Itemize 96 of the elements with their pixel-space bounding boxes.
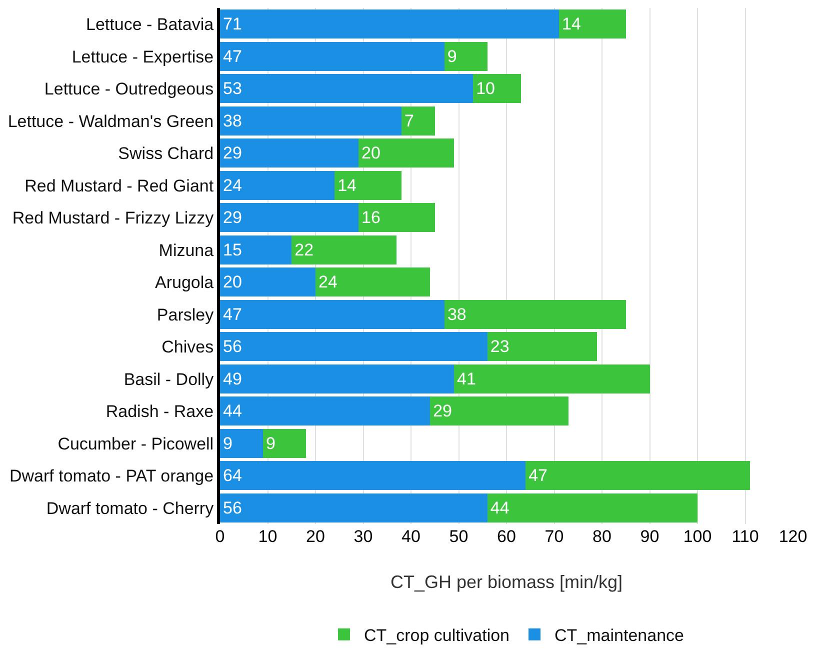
bar [316,268,430,297]
data-label: 29 [223,208,242,228]
data-label: 56 [223,498,242,518]
y-tick-label: Chives [162,338,214,357]
bar [220,138,358,168]
bar [444,300,626,329]
y-tick-label: Parsley [156,305,214,324]
data-label: 44 [490,498,510,518]
data-label: 44 [223,402,242,421]
bar [358,138,454,168]
bar [526,461,750,490]
data-label: 47 [223,46,242,66]
y-tick-label: Dwarf tomato - Cherry [46,498,214,518]
data-label: 20 [361,144,380,163]
bar [401,106,435,136]
y-tick-label: Cucumber - Picowell [58,434,214,454]
data-label: 22 [294,240,314,260]
y-tick-label: Lettuce - Batavia [86,15,214,34]
bar [487,493,698,522]
bar [220,428,263,458]
data-label: 29 [223,144,242,163]
y-tick-label: Arugola [154,273,214,292]
y-tick-label: Swiss Chard [118,144,214,164]
y-tick-label: Radish - Raxe [106,402,214,422]
bar [292,235,397,264]
y-tick-label: Basil - Dolly [124,370,214,389]
data-label: 9 [447,46,457,66]
bar [334,170,402,200]
x-tick-label: 0 [215,527,225,546]
bar [473,74,521,104]
y-tick-label: Red Mustard - Frizzy Lizzy [12,208,214,228]
y-tick-label: Dwarf tomato - PAT orange [10,466,214,486]
data-label: 47 [528,466,548,486]
x-tick-label: 70 [544,527,564,546]
bar [220,396,430,426]
data-label: 47 [223,304,242,324]
data-label: 10 [476,79,495,98]
data-label: 41 [456,369,476,388]
data-label: 64 [223,466,242,486]
bar [262,428,306,458]
data-label: 49 [223,369,242,388]
data-label: 9 [223,434,232,453]
x-tick-label: 100 [683,527,712,546]
data-label: 14 [338,176,357,195]
x-tick-label: 20 [306,527,325,546]
data-label: 56 [223,337,242,356]
x-tick-label: 120 [778,527,808,546]
data-label: 9 [266,434,276,453]
data-label: 23 [490,337,510,356]
x-tick-label: 30 [354,527,373,546]
bar [430,396,569,426]
data-label: 38 [447,304,466,324]
bar [220,493,488,522]
x-axis-title: CT_GH per biomass [min/kg] [390,572,623,592]
legend-label: CT_maintenance [554,626,684,646]
data-label: 7 [404,111,414,130]
data-label: 24 [318,272,338,292]
y-tick-label: Mizuna [158,240,214,260]
y-tick-label: Red Mustard - Red Giant [24,176,214,196]
bar [220,364,454,394]
data-label: 15 [223,240,242,260]
bar [220,461,526,490]
bar [454,364,650,394]
x-tick-label: 110 [732,527,759,546]
bar [487,332,598,362]
data-label: 16 [361,208,380,228]
bar [444,42,488,71]
bar [220,235,292,264]
legend-label: CT_crop cultivation [364,626,510,646]
bar [559,10,626,39]
x-tick-label: 10 [258,527,278,546]
data-label: 24 [223,176,242,195]
data-label: 20 [223,272,242,292]
bar [220,170,335,200]
data-label: 14 [562,14,581,34]
x-tick-label: 90 [640,527,660,546]
data-label: 53 [223,79,242,98]
data-label: 38 [223,111,242,130]
y-tick-label: Lettuce - Expertise [72,47,214,66]
bar [220,106,402,136]
x-tick-label: 60 [497,527,516,546]
x-tick-label: 50 [449,527,468,546]
x-tick-label: 40 [402,527,420,546]
bar [220,42,444,71]
bar [220,332,488,362]
data-label: 29 [433,402,452,421]
bar [220,300,444,329]
bar [220,203,358,232]
bar [220,268,316,297]
bar [220,10,560,39]
data-label: 71 [223,14,242,34]
y-tick-label: Lettuce - Waldman's Green [8,112,214,131]
bar [220,74,474,104]
x-tick-label: 80 [592,527,612,546]
y-tick-label: Lettuce - Outredgeous [44,80,214,99]
bar [358,203,435,232]
